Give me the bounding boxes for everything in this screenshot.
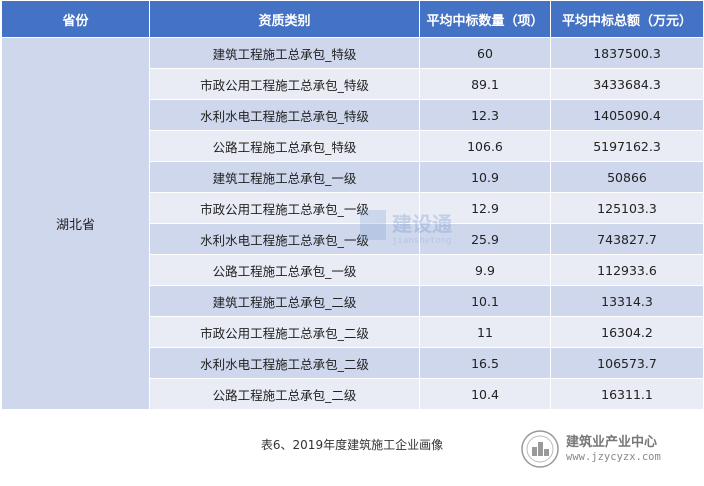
category-cell: 市政公用工程施工总承包_一级 (149, 192, 420, 224)
category-cell: 公路工程施工总承包_特级 (149, 130, 420, 162)
amount-cell: 112933.6 (550, 254, 704, 286)
count-cell: 60 (419, 37, 551, 69)
category-cell: 建筑工程施工总承包_特级 (149, 37, 420, 69)
category-cell: 水利水电工程施工总承包_二级 (149, 347, 420, 379)
count-cell: 12.9 (419, 192, 551, 224)
table-row: 市政公用工程施工总承包_二级 11 16304.2 (2, 316, 704, 348)
table-row: 公路工程施工总承包_二级 10.4 16311.1 (2, 378, 704, 410)
category-cell: 公路工程施工总承包_二级 (149, 378, 420, 410)
header-row: 省份 资质类别 平均中标数量（项） 平均中标总额（万元） (1, 0, 704, 38)
category-cell: 市政公用工程施工总承包_特级 (149, 68, 420, 100)
header-count: 平均中标数量（项） (419, 0, 551, 38)
amount-cell: 5197162.3 (550, 130, 704, 162)
watermark-text: 建设通 (392, 212, 452, 236)
category-cell: 公路工程施工总承包_一级 (149, 254, 420, 286)
table-row: 市政公用工程施工总承包_一级 12.9 125103.3 (2, 192, 704, 224)
amount-cell: 125103.3 (550, 192, 704, 224)
table-row: 市政公用工程施工总承包_特级 89.1 3433684.3 (2, 68, 704, 100)
count-cell: 10.4 (419, 378, 551, 410)
watermark-subtext: jianshetong (392, 236, 452, 246)
org-seal-icon (521, 430, 559, 468)
amount-cell: 13314.3 (550, 285, 704, 317)
count-cell: 106.6 (419, 130, 551, 162)
amount-cell: 106573.7 (550, 347, 704, 379)
org-name: 建筑业产业中心 (566, 435, 658, 450)
table-row: 建筑工程施工总承包_一级 10.9 50866 (2, 161, 704, 193)
amount-cell: 16304.2 (550, 316, 704, 348)
org-url: www.jzycyzx.com (566, 451, 661, 463)
count-cell: 89.1 (419, 68, 551, 100)
amount-cell: 3433684.3 (550, 68, 704, 100)
table-row: 水利水电工程施工总承包_一级 25.9 743827.7 (2, 223, 704, 255)
table-row: 公路工程施工总承包_一级 9.9 112933.6 (2, 254, 704, 286)
table-row: 湖北省 建筑工程施工总承包_特级 60 1837500.3 (1, 37, 704, 410)
amount-cell: 16311.1 (550, 378, 704, 410)
table-row: 公路工程施工总承包_特级 106.6 5197162.3 (2, 130, 704, 162)
watermark-logo-icon (360, 210, 386, 240)
header-category: 资质类别 (149, 0, 420, 38)
count-cell: 11 (419, 316, 551, 348)
count-cell: 9.9 (419, 254, 551, 286)
count-cell: 10.9 (419, 161, 551, 193)
count-cell: 12.3 (419, 99, 551, 131)
header-province: 省份 (1, 0, 150, 38)
category-cell: 水利水电工程施工总承包_特级 (149, 99, 420, 131)
amount-cell: 1405090.4 (550, 99, 704, 131)
count-cell: 16.5 (419, 347, 551, 379)
table-row: 水利水电工程施工总承包_特级 12.3 1405090.4 (2, 99, 704, 131)
data-table: 省份 资质类别 平均中标数量（项） 平均中标总额（万元） 湖北省 建筑工程施工总… (1, 0, 704, 410)
province-cell: 湖北省 (1, 37, 150, 410)
table-caption: 表6、2019年度建筑施工企业画像 (260, 438, 444, 452)
watermark: 建设通 jianshetong (360, 208, 480, 252)
amount-cell: 1837500.3 (550, 37, 704, 69)
category-cell: 市政公用工程施工总承包_二级 (149, 316, 420, 348)
table-container: 省份 资质类别 平均中标数量（项） 平均中标总额（万元） 湖北省 建筑工程施工总… (1, 0, 704, 410)
category-cell: 水利水电工程施工总承包_一级 (149, 223, 420, 255)
amount-cell: 50866 (550, 161, 704, 193)
amount-cell: 743827.7 (550, 223, 704, 255)
category-cell: 建筑工程施工总承包_一级 (149, 161, 420, 193)
header-amount: 平均中标总额（万元） (550, 0, 704, 38)
table-row: 建筑工程施工总承包_二级 10.1 13314.3 (2, 285, 704, 317)
count-cell: 10.1 (419, 285, 551, 317)
org-logo: 建筑业产业中心 www.jzycyzx.com (520, 427, 700, 473)
category-cell: 建筑工程施工总承包_二级 (149, 285, 420, 317)
